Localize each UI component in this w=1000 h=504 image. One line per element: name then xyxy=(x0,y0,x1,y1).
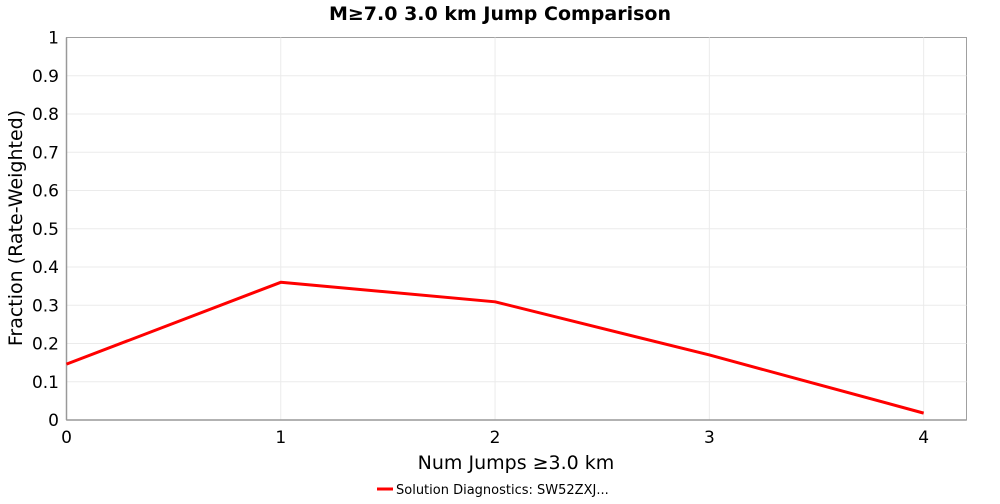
x-tick-label: 4 xyxy=(918,428,929,448)
y-tick-label: 1 xyxy=(48,29,59,49)
y-tick-label: 0.7 xyxy=(32,143,59,163)
y-tick-label: 0.8 xyxy=(32,105,59,125)
y-tick-label: 0.9 xyxy=(32,67,59,87)
y-tick-label: 0.1 xyxy=(32,373,59,393)
x-axis-label: Num Jumps ≥3.0 km xyxy=(418,452,615,474)
x-tick-label: 2 xyxy=(490,428,501,448)
x-tick-label: 1 xyxy=(275,428,286,448)
y-tick-label: 0.2 xyxy=(32,335,59,355)
y-tick-label: 0 xyxy=(48,411,59,431)
x-tick-label: 3 xyxy=(704,428,715,448)
legend: Solution Diagnostics: SW52ZXJ... xyxy=(377,483,609,498)
y-tick-label: 0.6 xyxy=(32,182,59,202)
y-tick-label: 0.5 xyxy=(32,220,59,240)
x-tick-label: 0 xyxy=(61,428,72,448)
chart-title: M≥7.0 3.0 km Jump Comparison xyxy=(329,3,671,25)
legend-label: Solution Diagnostics: SW52ZXJ... xyxy=(396,483,609,498)
y-tick-label: 0.4 xyxy=(32,258,59,278)
y-axis-ticks: 0 0.1 0.2 0.3 0.4 0.5 0.6 0.7 0.8 0.9 1 xyxy=(32,29,59,432)
y-axis-label: Fraction (Rate-Weighted) xyxy=(5,110,27,346)
x-axis-ticks: 0 1 2 3 4 xyxy=(61,428,929,448)
y-tick-label: 0.3 xyxy=(32,296,59,316)
